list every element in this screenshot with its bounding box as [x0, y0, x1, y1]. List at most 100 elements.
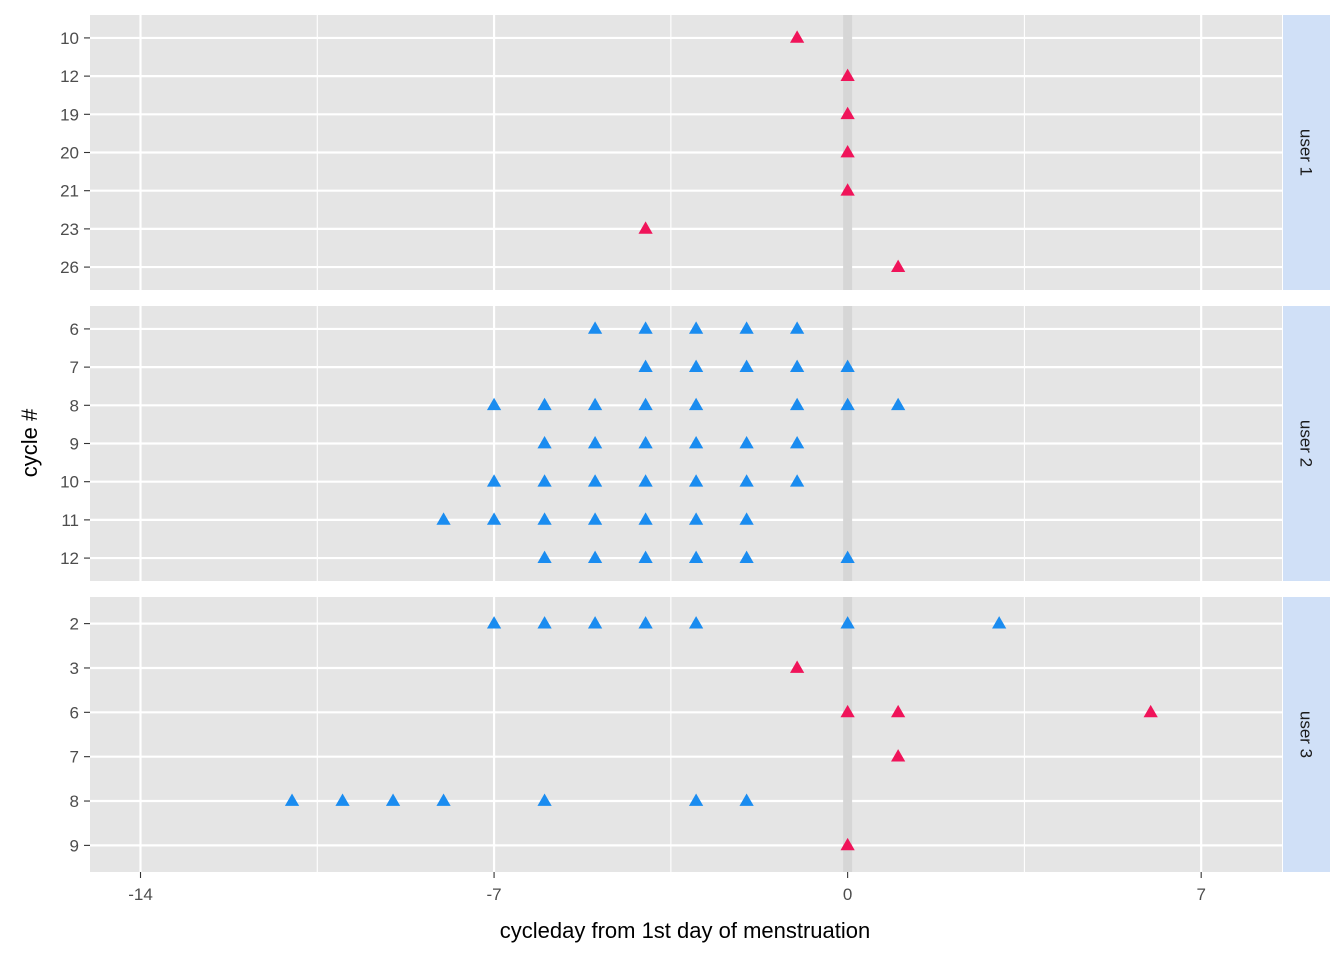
data-point [638, 321, 653, 334]
y-tick-label: 20 [60, 144, 79, 163]
y-tick-label: 9 [70, 836, 79, 855]
y-tick-label: 2 [70, 615, 79, 634]
data-point [840, 183, 855, 196]
data-point [840, 550, 855, 563]
data-point [840, 106, 855, 120]
data-point [688, 550, 704, 563]
y-tick-label: 21 [60, 182, 79, 201]
data-point [436, 512, 451, 525]
data-point [840, 397, 855, 411]
facet-strip-label: user 3 [1297, 711, 1316, 758]
panel-background [90, 597, 1282, 872]
data-point [688, 436, 704, 449]
x-axis-title: cycleday from 1st day of menstruation [500, 918, 871, 943]
data-point [638, 436, 653, 449]
x-tick-label: -7 [487, 885, 502, 904]
data-point [638, 359, 653, 372]
data-point [587, 616, 603, 629]
data-point [537, 436, 552, 449]
panel-user-1: 10 12 19 20 21 23 26 user 1 [60, 15, 1330, 290]
data-point [587, 397, 603, 411]
panel-user-3: 2 3 6 7 8 9 user 3 [70, 597, 1330, 872]
data-point [638, 397, 653, 411]
y-tick-label: 6 [70, 703, 79, 722]
data-point [840, 704, 855, 718]
y-tick-label: 11 [61, 511, 79, 530]
data-point [688, 321, 704, 334]
data-point [891, 397, 906, 411]
data-point [638, 474, 653, 487]
data-point [891, 259, 906, 272]
data-point [739, 359, 754, 372]
y-tick-label: 12 [60, 549, 79, 568]
data-point [587, 436, 603, 449]
data-point [335, 793, 350, 806]
y-axis-title: cycle # [17, 408, 42, 477]
x-tick-label: -14 [128, 885, 153, 904]
y-tick-label: 8 [70, 792, 79, 811]
data-point [486, 397, 502, 411]
facet-strip-label: user 2 [1297, 420, 1316, 467]
data-point [688, 793, 704, 806]
y-tick-label: 10 [60, 473, 79, 492]
data-point [486, 616, 502, 629]
data-point [789, 397, 805, 411]
data-point [739, 512, 754, 525]
data-point [385, 793, 401, 806]
x-axis: -14 -7 0 7 [128, 872, 1206, 904]
data-point [688, 512, 704, 525]
data-point [840, 68, 855, 81]
x-tick-label: 7 [1196, 885, 1205, 904]
y-tick-label: 10 [60, 29, 79, 48]
y-tick-label: 7 [70, 358, 79, 377]
data-point [891, 749, 906, 762]
y-tick-label: 9 [70, 435, 79, 454]
data-point [638, 512, 653, 525]
data-point [789, 30, 805, 43]
y-tick-label: 19 [60, 105, 79, 124]
data-point [436, 793, 451, 806]
data-point [739, 793, 754, 806]
facet-strip [1283, 306, 1330, 581]
y-tick-label: 12 [60, 67, 79, 86]
data-point [486, 474, 502, 487]
data-point [486, 512, 502, 525]
data-point [739, 436, 754, 449]
data-point [739, 550, 754, 563]
data-point [537, 793, 552, 806]
data-point [992, 616, 1007, 629]
data-point [789, 359, 805, 372]
data-point [537, 616, 552, 629]
panel-user-2: 6 7 8 9 10 11 12 user 2 [60, 306, 1330, 581]
data-point [789, 321, 805, 334]
data-point [638, 550, 653, 563]
facet-strip-label: user 1 [1297, 129, 1316, 176]
data-point [789, 436, 805, 449]
data-point [789, 474, 805, 487]
data-point [638, 221, 653, 234]
facet-strip [1283, 15, 1330, 290]
y-tick-label: 26 [60, 258, 79, 277]
data-point [638, 616, 653, 629]
data-point [688, 474, 704, 487]
data-point [537, 550, 552, 563]
data-point [587, 321, 603, 334]
data-point [688, 616, 704, 629]
y-tick-label: 6 [70, 320, 79, 339]
data-point [537, 512, 552, 525]
data-point [587, 512, 603, 525]
data-point [587, 550, 603, 563]
y-tick-label: 8 [70, 396, 79, 415]
data-point [688, 397, 704, 411]
data-point [284, 793, 300, 806]
data-point [739, 321, 754, 334]
y-tick-label: 7 [70, 748, 79, 767]
data-point [537, 397, 552, 411]
data-point [688, 359, 704, 372]
y-tick-label: 3 [70, 659, 79, 678]
data-point [891, 704, 906, 718]
data-point [840, 359, 855, 372]
data-point [587, 474, 603, 487]
